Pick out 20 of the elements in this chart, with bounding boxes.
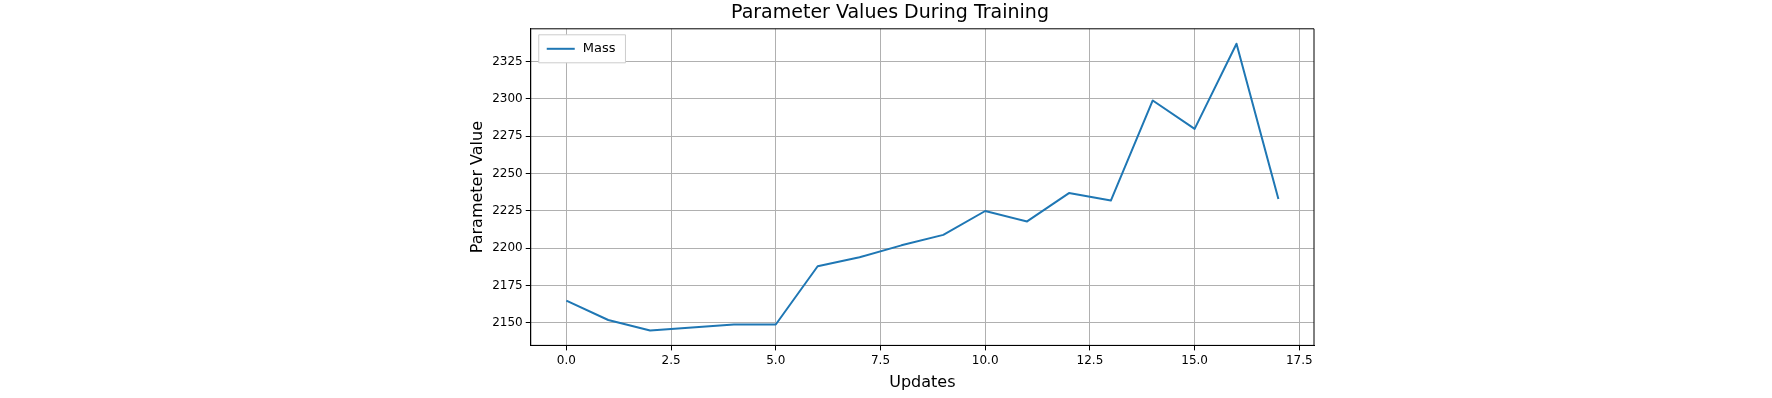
x-axis-title: Updates bbox=[889, 371, 956, 391]
y-tick-label: 2175 bbox=[492, 277, 523, 292]
x-tick-label: 10.0 bbox=[971, 352, 999, 367]
x-tick-label: 12.5 bbox=[1076, 352, 1104, 367]
y-tick-label: 2250 bbox=[492, 165, 523, 180]
x-tick-label: 0.0 bbox=[556, 352, 576, 367]
y-tick-label: 2200 bbox=[492, 240, 523, 255]
legend-label: Mass bbox=[582, 40, 616, 56]
x-tick-label: 5.0 bbox=[766, 352, 786, 367]
y-axis-title: Parameter Value bbox=[466, 120, 486, 254]
y-tick-label: 2150 bbox=[492, 315, 523, 330]
y-tick-label: 2325 bbox=[492, 53, 523, 68]
x-tick-label: 17.5 bbox=[1285, 352, 1313, 367]
y-tick-label: 2300 bbox=[492, 91, 523, 106]
x-tick-label: 15.0 bbox=[1181, 352, 1208, 367]
y-tick-label: 2275 bbox=[492, 128, 523, 143]
x-tick-label: 2.5 bbox=[661, 352, 681, 367]
y-tick-label: 2225 bbox=[492, 203, 523, 218]
x-tick-label: 7.5 bbox=[870, 352, 891, 367]
chart-title: Parameter Values During Training bbox=[731, 0, 1049, 23]
